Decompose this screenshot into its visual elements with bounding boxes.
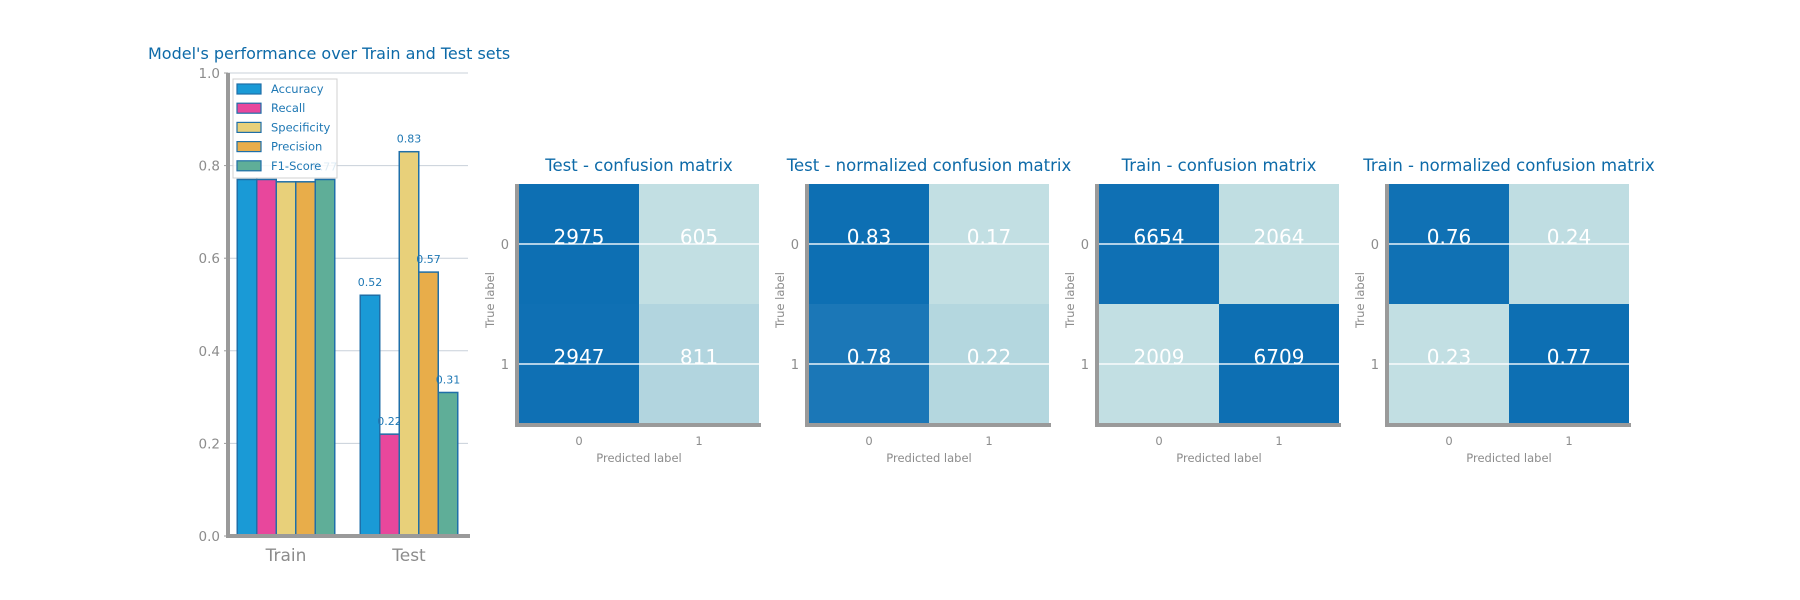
matrix-cell-value: 0.77 [1547,345,1592,369]
matrix-cell-value: 0.17 [967,225,1012,249]
y-tick-label: 1.0 [199,66,220,82]
bar-chart-title: Model's performance over Train and Test … [148,44,510,63]
matrix-cell-value: 2947 [554,345,605,369]
bar-data-label: 0.57 [416,253,441,266]
legend-label-precision: Precision [271,140,322,154]
matrix-cell-value: 0.22 [967,345,1012,369]
matrix-y-tick-label: 0 [1371,238,1379,253]
bar-specificity-train [275,181,297,537]
matrix-cell-value: 0.83 [847,225,892,249]
matrix-title: Train - confusion matrix [1121,156,1317,175]
legend-label-specificity: Specificity [271,120,330,134]
matrix-x-tick-label: 1 [985,434,992,448]
bar-accuracy-train [236,178,258,537]
confusion-matrix-1: Test - confusion matrix 2975 605 2947 811 0 1 0… [483,156,761,465]
performance-bar-chart: Model's performance over Train and Test … [148,44,510,566]
legend-swatch-recall [236,102,262,114]
matrix-x-axis-label: Predicted label [1176,451,1261,465]
legend-label-f1-score: F1-Score [271,159,321,173]
matrix-cell-value: 0.78 [847,345,892,369]
matrix-x-axis-label: Predicted label [886,451,971,465]
y-tick-label: 0.6 [199,251,220,267]
matrix-cell-value: 811 [680,345,718,369]
matrix-y-axis-label: True label [1063,272,1077,329]
matrix-x-axis-label: Predicted label [596,451,681,465]
matrix-cell-value: 6709 [1254,345,1305,369]
y-tick-label: 0.4 [199,344,220,360]
matrix-x-tick-label: 0 [575,434,582,448]
matrix-cell-value: 6654 [1134,225,1185,249]
matrix-x-tick-label: 0 [865,434,872,448]
legend-swatch-f1-score [236,160,262,172]
bar-f1-score-train [314,178,336,537]
matrix-y-axis-label: True label [1353,272,1367,329]
bar-recall-test [379,433,400,537]
x-tick-label: Train [265,546,307,566]
matrix-cell-value: 2009 [1134,345,1185,369]
bar-precision-train [295,181,316,537]
matrix-y-tick-label: 0 [501,238,509,253]
matrix-cell-value: 0.24 [1547,225,1592,249]
matrix-cell-value: 2975 [554,225,605,249]
y-tick-label: 0.0 [199,529,220,545]
matrix-y-tick-label: 1 [501,358,509,373]
matrix-cell-value: 0.76 [1427,225,1472,249]
bar-precision-test [418,271,439,537]
bar-data-label: 0.31 [436,373,461,386]
legend-swatch-precision [236,141,262,153]
matrix-y-tick-label: 1 [1081,358,1089,373]
legend-swatch-specificity [236,121,262,134]
matrix-y-tick-label: 0 [791,238,799,253]
bar-data-label: 0.52 [358,276,383,289]
matrix-x-axis-label: Predicted label [1466,451,1551,465]
matrix-y-axis-label: True label [483,272,497,329]
bar-recall-train [256,178,277,537]
matrix-title: Train - normalized confusion matrix [1362,156,1655,175]
matrix-y-tick-label: 1 [791,358,799,373]
confusion-matrix-2: Test - normalized confusion matrix 0.83 0.… [773,156,1071,465]
legend-label-recall: Recall [271,101,305,115]
y-tick-label: 0.8 [199,159,220,175]
matrix-cell-value: 0.23 [1427,345,1472,369]
matrix-y-tick-label: 1 [1371,358,1379,373]
matrix-x-tick-label: 0 [1445,434,1452,448]
confusion-matrix-3: Train - confusion matrix 6654 2064 2009 6709… [1063,156,1341,465]
bar-data-label: 0.22 [377,415,402,428]
matrix-y-axis-label: True label [773,272,787,329]
legend-swatch-accuracy [236,83,262,95]
confusion-matrix-4: Train - normalized confusion matrix 0.76 0… [1353,156,1655,465]
matrix-cell-value: 2064 [1254,225,1305,249]
bar-specificity-test [398,150,420,537]
matrix-x-tick-label: 1 [1275,434,1282,448]
matrix-x-tick-label: 0 [1155,434,1162,448]
matrix-x-tick-label: 1 [695,434,702,448]
legend: Accuracy Recall Specificity Precision F1-Sco… [232,78,338,179]
y-tick-label: 0.2 [199,436,220,452]
matrix-y-tick-label: 0 [1081,238,1089,253]
matrix-title: Test - confusion matrix [544,156,733,175]
legend-label-accuracy: Accuracy [271,82,324,96]
x-tick-label: Test [391,546,426,566]
matrix-cell-value: 605 [680,225,718,249]
bar-f1-score-test [437,391,459,537]
matrix-title: Test - normalized confusion matrix [786,156,1072,175]
bar-data-label: 0.83 [397,133,422,146]
matrix-x-tick-label: 1 [1565,434,1572,448]
